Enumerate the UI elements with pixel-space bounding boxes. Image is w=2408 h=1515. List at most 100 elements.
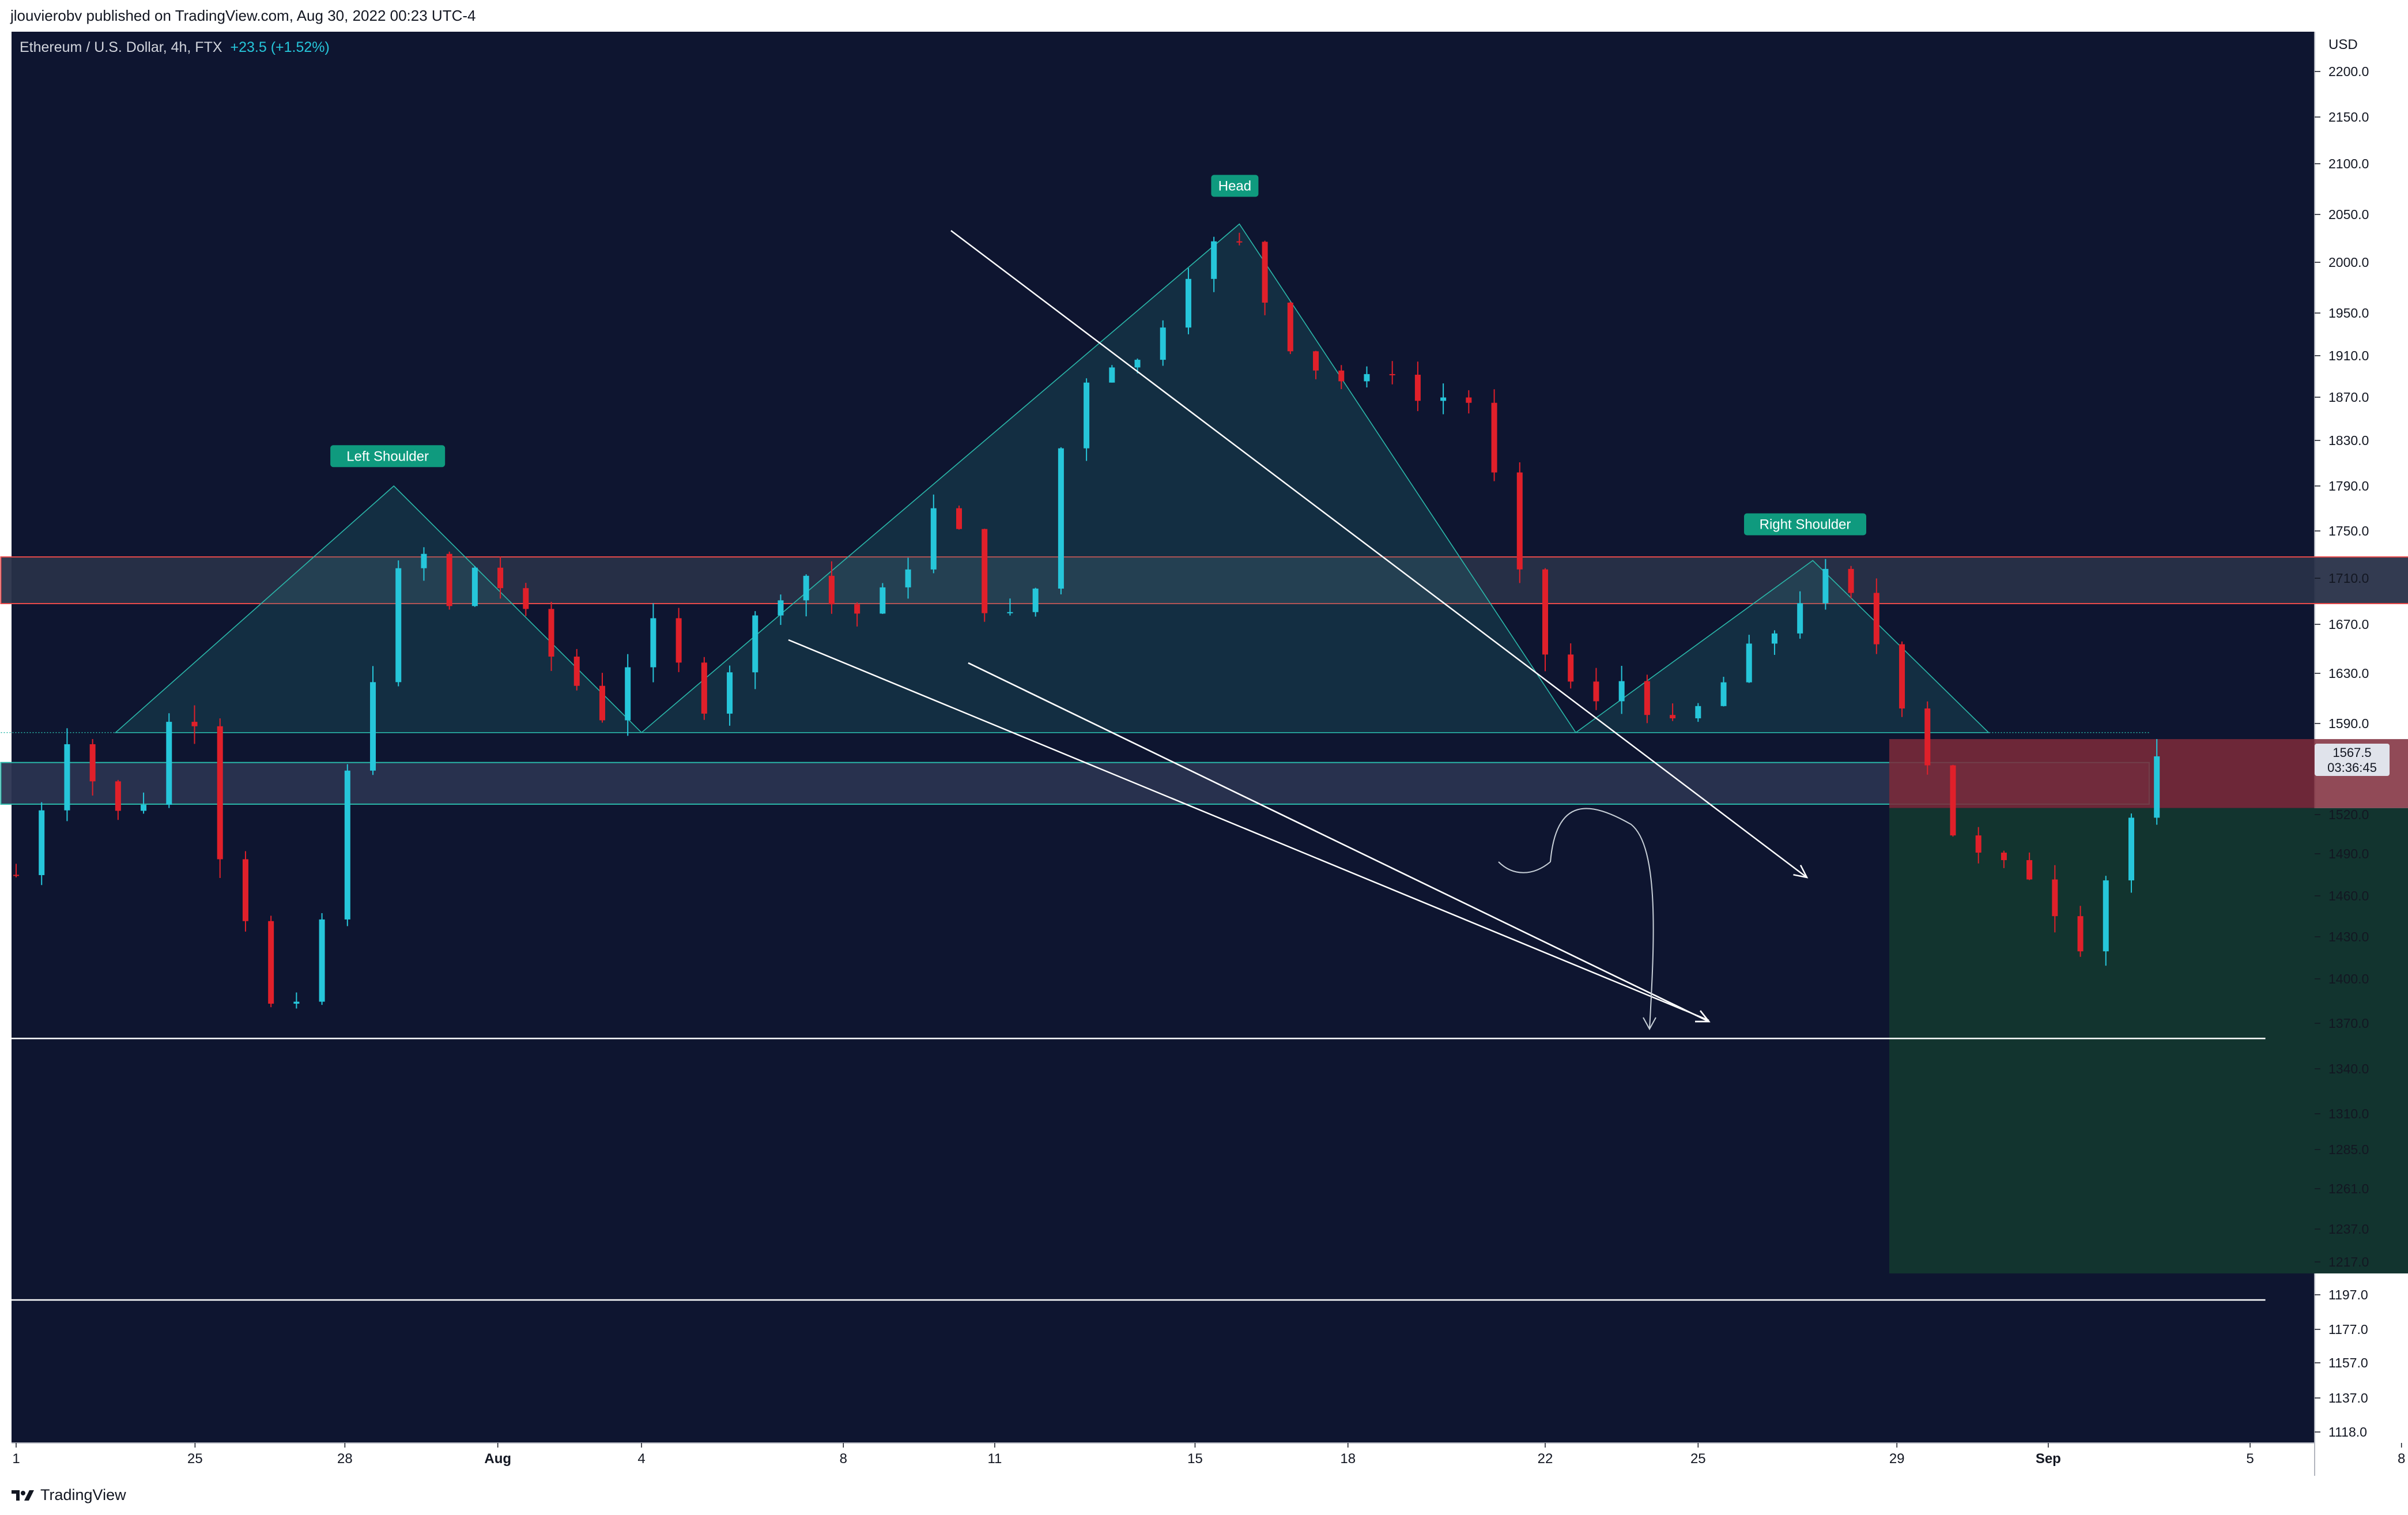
y-tick-label-22: 1310.0 <box>2328 1106 2369 1121</box>
candle-body-42 <box>1084 382 1090 449</box>
y-tick-label-14: 1590.0 <box>2328 716 2369 731</box>
candle-body-58 <box>1491 402 1497 473</box>
candle-body-72 <box>1848 568 1854 593</box>
candle-body-79 <box>2026 860 2033 880</box>
y-tick-label-21: 1340.0 <box>2328 1061 2369 1076</box>
zone-neckline-support <box>0 762 2150 805</box>
candle-body-45 <box>1160 327 1166 360</box>
candle-body-81 <box>2077 916 2084 952</box>
y-tick-label-13: 1630.0 <box>2328 666 2369 681</box>
pattern-layer <box>1 223 2149 733</box>
last-price-label: 1567.5 03:36:45 <box>2315 744 2390 776</box>
y-tick-label-0: 2200.0 <box>2328 64 2369 79</box>
candle-body-25 <box>650 618 656 668</box>
time-axis-background <box>12 1443 2315 1476</box>
candle-body-2 <box>64 744 70 811</box>
projection-arrow-head <box>1643 1017 1656 1031</box>
candle-body-38 <box>982 529 988 613</box>
pattern-label-0: Left Shoulder <box>330 445 446 468</box>
candle-body-4 <box>115 781 121 811</box>
y-tick-label-31: 1118.0 <box>2328 1424 2367 1439</box>
y-tick-label-23: 1285.0 <box>2328 1142 2369 1157</box>
candle-body-37 <box>956 508 963 529</box>
candle-body-43 <box>1109 367 1115 383</box>
candle-body-17 <box>446 553 452 606</box>
candle-body-20 <box>523 588 529 609</box>
price-axis[interactable]: USD 2200.0 2150.0 2100.0 2050.0 2000.0 1950.0 1… <box>2315 37 2369 1439</box>
y-tick-label-5: 1950.0 <box>2328 306 2369 321</box>
projection-curve <box>1550 808 1654 1030</box>
candle-body-22 <box>573 656 580 686</box>
y-tick-label-1: 2150.0 <box>2328 110 2369 125</box>
candle-body-13 <box>344 770 350 919</box>
footer-bar <box>0 1476 2408 1515</box>
time-axis[interactable]: 12528Aug48111518222529Sep581215 <box>12 1443 2408 1467</box>
candle-body-77 <box>1975 835 1981 853</box>
candle-body-65 <box>1670 715 1676 719</box>
lower-trendline-head <box>1694 1010 1711 1023</box>
candle-body-19 <box>497 567 504 589</box>
pattern-label-text-2: Right Shoulder <box>1760 517 1851 533</box>
x-tick-label-0: 1 <box>12 1451 20 1467</box>
brand-name: TradingView <box>40 1486 126 1503</box>
candle-body-71 <box>1822 568 1829 604</box>
y-tick-label-29: 1157.0 <box>2328 1355 2368 1370</box>
candle-body-76 <box>1950 765 1956 836</box>
y-tick-label-16: 1490.0 <box>2328 846 2369 861</box>
y-tick-label-12: 1670.0 <box>2328 617 2369 632</box>
tradingview-brand[interactable]: TradingView <box>12 1486 126 1504</box>
candle-body-54 <box>1389 374 1395 375</box>
y-tick-label-27: 1197.0 <box>2328 1287 2368 1302</box>
candle-body-31 <box>803 575 809 601</box>
candle-body-83 <box>2128 817 2134 881</box>
y-tick-label-6: 1910.0 <box>2328 348 2369 363</box>
candle-body-35 <box>905 569 911 587</box>
y-tick-label-20: 1370.0 <box>2328 1016 2369 1031</box>
y-tick-label-15: 1520.0 <box>2328 807 2369 822</box>
symbol-legend[interactable]: Ethereum / U.S. Dollar, 4h, FTX +23.5 (+1… <box>20 39 330 56</box>
x-tick-label-13: 5 <box>2246 1451 2254 1467</box>
candle-body-10 <box>268 921 274 1004</box>
candle-body-3 <box>89 744 96 782</box>
candle-body-46 <box>1185 278 1191 328</box>
candle-body-23 <box>599 685 605 721</box>
y-tick-label-2: 2100.0 <box>2328 156 2369 171</box>
candle-body-52 <box>1338 370 1345 382</box>
x-tick-label-8: 18 <box>1340 1451 1356 1467</box>
x-tick-label-11: 29 <box>1889 1451 1905 1467</box>
candle-body-36 <box>930 508 937 570</box>
published-info: jlouvierobv published on TradingView.com… <box>10 7 476 24</box>
x-tick-label-14: 8 <box>2398 1451 2405 1467</box>
x-tick-label-1: 25 <box>187 1451 203 1467</box>
candle-body-56 <box>1440 397 1447 401</box>
y-tick-label-26: 1217.0 <box>2328 1254 2369 1269</box>
candle-body-53 <box>1364 374 1370 382</box>
candle-body-24 <box>625 667 631 721</box>
pattern-label-1: Head <box>1211 175 1259 197</box>
candle-body-11 <box>293 1001 300 1004</box>
candle-body-9 <box>242 859 248 921</box>
candle-body-32 <box>828 575 835 605</box>
axis-currency: USD <box>2328 37 2358 52</box>
projection-curve-entry <box>1498 861 1551 873</box>
lower-trendline <box>968 662 1709 1023</box>
chart-canvas[interactable]: Left Shoulder Head Right Shoulder USD 2200.… <box>0 0 2408 1476</box>
y-tick-label-11: 1710.0 <box>2328 571 2369 586</box>
candle-body-30 <box>777 600 784 616</box>
candle-body-59 <box>1516 472 1523 570</box>
y-tick-label-10: 1750.0 <box>2328 523 2369 538</box>
zone-resistance <box>0 556 2408 604</box>
x-tick-label-12: Sep <box>2036 1451 2061 1467</box>
y-tick-label-30: 1137.0 <box>2328 1390 2368 1405</box>
candle-body-1 <box>39 810 45 876</box>
candle-body-7 <box>191 722 198 726</box>
x-tick-label-7: 15 <box>1187 1451 1203 1467</box>
candle-body-84 <box>2154 756 2160 818</box>
x-tick-label-6: 11 <box>987 1451 1002 1467</box>
candle-body-61 <box>1568 654 1574 682</box>
candle-body-0 <box>13 875 19 876</box>
candle-body-51 <box>1313 351 1319 371</box>
head-shoulders-shape <box>114 223 1990 733</box>
candle-body-14 <box>370 682 376 771</box>
candle-body-49 <box>1262 242 1268 303</box>
